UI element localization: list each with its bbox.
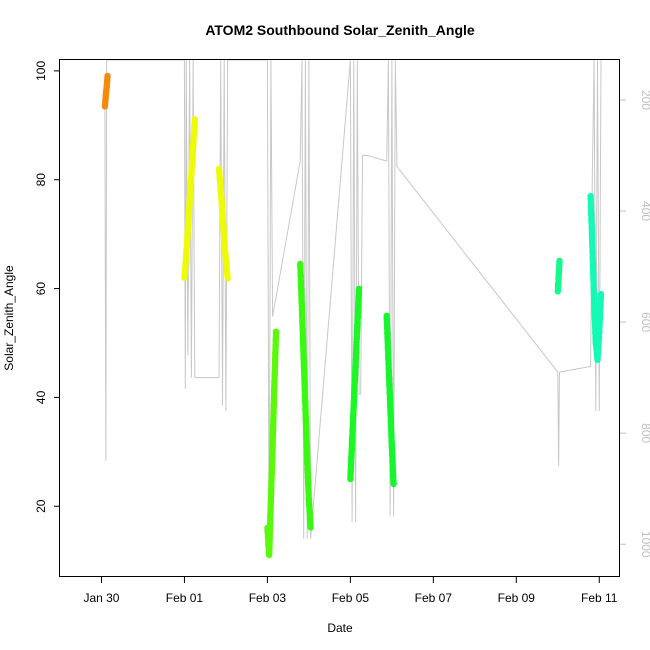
- y-tick-label: 100: [34, 61, 48, 81]
- depth-trace-layer: [104, 59, 602, 556]
- x-axis-label: Date: [327, 621, 353, 635]
- x-tick-label: Feb 05: [332, 591, 370, 605]
- right-tick-label: 200: [639, 90, 650, 110]
- x-tick-label: Feb 01: [166, 591, 204, 605]
- chart-title: ATOM2 Southbound Solar_Zenith_Angle: [205, 22, 475, 38]
- x-tick-label: Feb 03: [249, 591, 287, 605]
- x-tick-label: Jan 30: [83, 591, 119, 605]
- depth-trace-line: [104, 59, 602, 556]
- y-axis-ticks: 20 40 60 80 100: [34, 61, 60, 513]
- right-tick-label: 600: [639, 312, 650, 332]
- x-axis-ticks: Jan 30 Feb 01 Feb 03 Feb 05 Feb 07 Feb 09 Feb …: [83, 577, 618, 605]
- data-point: [191, 116, 198, 123]
- data-point: [597, 290, 605, 298]
- x-tick-label: Feb 07: [415, 591, 453, 605]
- series-4: [264, 328, 280, 559]
- y-tick-label: 80: [34, 173, 48, 187]
- right-tick-label: 1000: [639, 531, 650, 558]
- y-tick-label: 60: [34, 282, 48, 296]
- series-5: [297, 260, 314, 531]
- right-axis-ticks: 200 400 600 800 1000: [620, 90, 650, 558]
- y-tick-label: 40: [34, 390, 48, 404]
- plot-frame: [59, 59, 620, 577]
- data-points-layer: [101, 72, 605, 559]
- data-point: [224, 275, 231, 282]
- right-tick-label: 800: [639, 423, 650, 443]
- data-point: [272, 328, 280, 335]
- series-7: [383, 312, 397, 488]
- series-2: [181, 116, 198, 281]
- data-point: [390, 480, 397, 488]
- series-8: [554, 257, 563, 295]
- data-point: [307, 524, 314, 531]
- series-9: [587, 192, 605, 363]
- x-tick-label: Feb 11: [581, 591, 618, 605]
- series-6: [347, 285, 363, 483]
- x-tick-label: Feb 09: [498, 591, 536, 605]
- data-point: [556, 257, 563, 265]
- data-point: [355, 285, 363, 292]
- series-1: [101, 72, 111, 110]
- data-point: [104, 72, 111, 80]
- y-axis-label: Solar_Zenith_Angle: [2, 265, 16, 371]
- right-tick-label: 400: [639, 201, 650, 221]
- y-tick-label: 20: [34, 499, 48, 513]
- series-3: [215, 165, 231, 282]
